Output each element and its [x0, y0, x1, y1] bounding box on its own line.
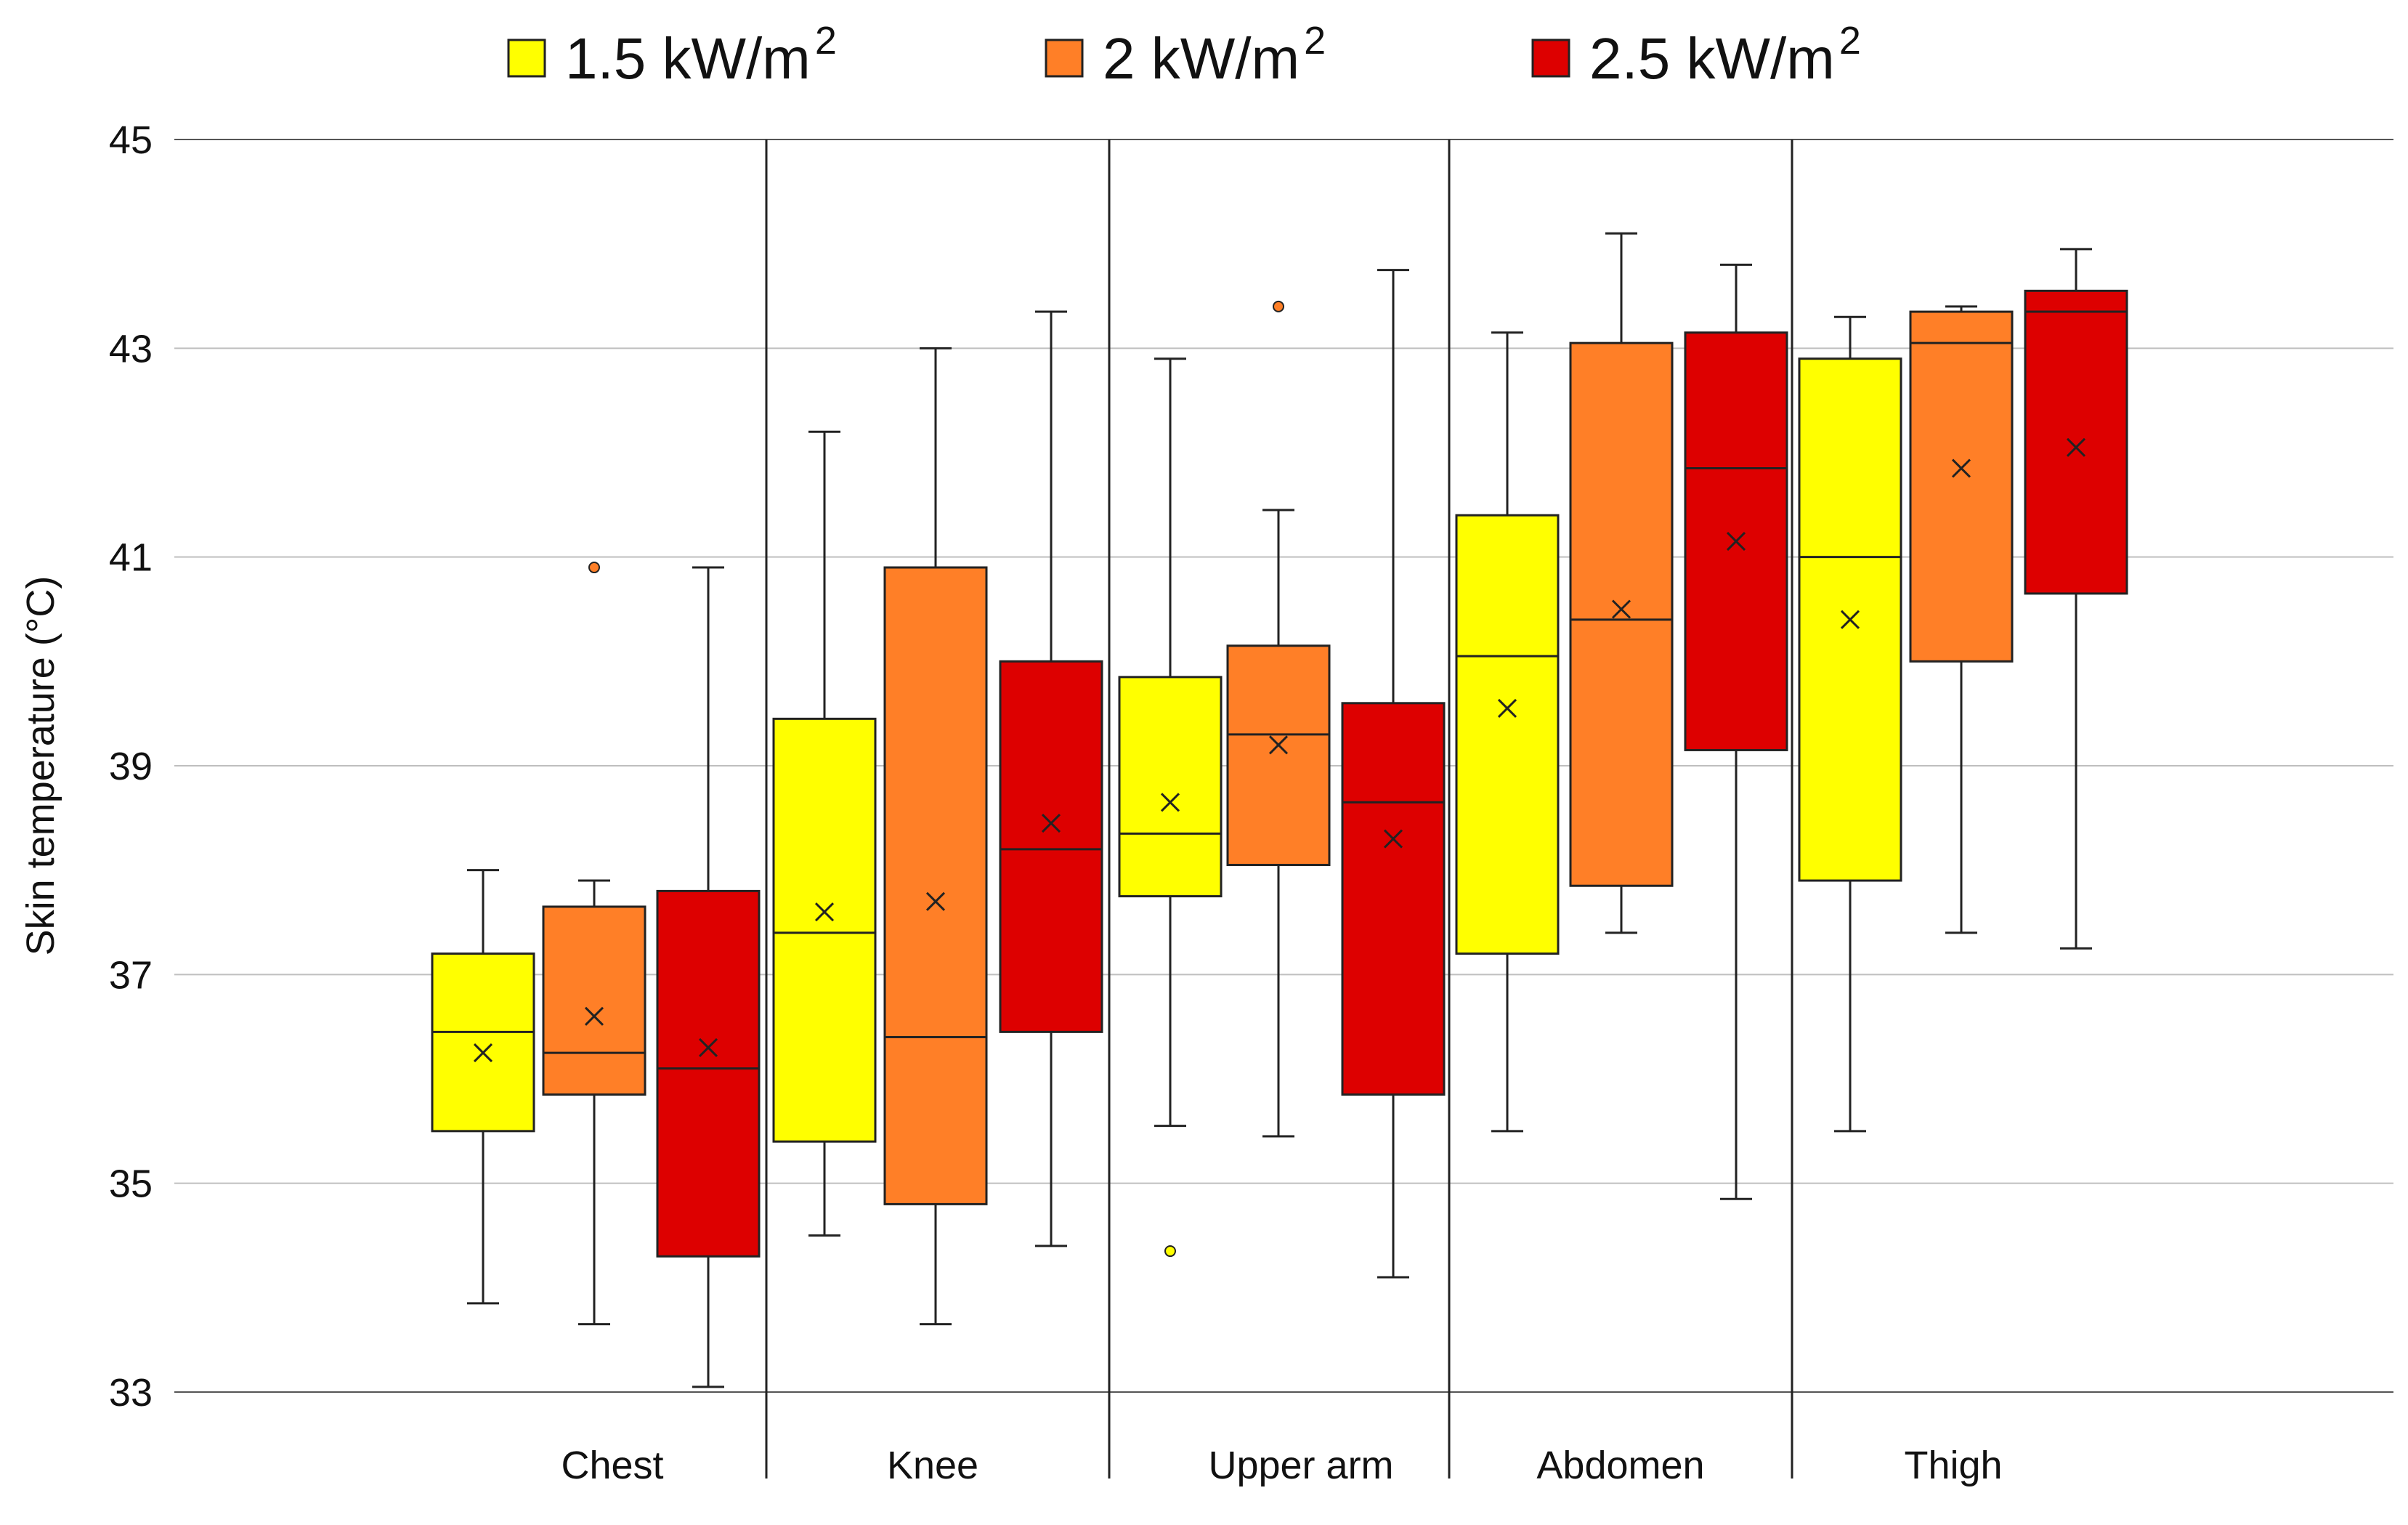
- box-iqr: [1226, 644, 1331, 866]
- legend-label-3: 2.5 kW/m 2: [1589, 19, 1861, 91]
- box-thigh-series-1: [1798, 315, 1902, 1133]
- category-label: Chest: [561, 1444, 663, 1487]
- box-iqr: [1909, 310, 2014, 663]
- legend-swatch-2: [1045, 39, 1084, 78]
- box-iqr: [1118, 676, 1223, 898]
- category-labels: Chest Knee Upper arm Abdomen Thigh: [561, 1444, 2002, 1487]
- y-tick-label: 39: [109, 745, 153, 788]
- legend-superscript: 2: [1839, 19, 1861, 62]
- box-chest-series-3: [656, 566, 761, 1388]
- category-label: Abdomen: [1536, 1444, 1704, 1487]
- mean-marker: [1497, 698, 1517, 719]
- mean-marker: [1268, 735, 1289, 755]
- mean-marker: [2066, 437, 2086, 457]
- box-knee-series-1: [772, 430, 877, 1237]
- legend-swatch-1: [507, 39, 546, 78]
- y-tick-label: 35: [109, 1162, 153, 1206]
- box-iqr: [883, 566, 988, 1205]
- box-knee-series-2: [883, 347, 988, 1326]
- box-chest-series-1: [431, 869, 535, 1305]
- mean-marker: [473, 1043, 493, 1063]
- y-tick-label: 33: [109, 1371, 153, 1415]
- outlier-point: [1273, 300, 1284, 312]
- box-chest-series-2: [542, 562, 646, 1326]
- box-upper-arm-series-1: [1118, 357, 1223, 1258]
- y-axis-title: Skin temperature (°C): [19, 576, 62, 956]
- box-iqr: [2024, 289, 2128, 595]
- mean-marker: [1951, 458, 1971, 478]
- box-iqr: [656, 889, 761, 1258]
- box-iqr: [1569, 341, 1674, 887]
- mean-marker: [1840, 610, 1860, 629]
- box-abdomen-series-3: [1684, 263, 1788, 1200]
- mean-marker: [584, 1006, 604, 1026]
- box-knee-series-3: [999, 310, 1103, 1247]
- y-tick-label: 43: [109, 327, 153, 371]
- mean-marker: [925, 891, 946, 911]
- legend-swatch-3: [1531, 39, 1570, 78]
- category-label: Upper arm: [1208, 1444, 1393, 1487]
- mean-marker: [1041, 813, 1061, 833]
- box-upper-arm-series-2: [1226, 300, 1331, 1138]
- box-iqr: [1455, 514, 1560, 955]
- outlier-point: [1164, 1245, 1176, 1258]
- mean-marker: [1160, 793, 1180, 812]
- box-iqr: [542, 905, 646, 1096]
- y-tick-labels: 33 35 37 39 41 43 45: [109, 118, 153, 1415]
- mean-marker: [814, 902, 835, 922]
- legend-superscript: 2: [1304, 19, 1326, 62]
- box-iqr: [999, 660, 1103, 1033]
- category-label: Knee: [887, 1444, 978, 1487]
- y-tick-label: 41: [109, 536, 153, 580]
- mean-marker: [1726, 532, 1746, 551]
- box-groups: [431, 232, 2128, 1388]
- legend-superscript: 2: [815, 19, 837, 62]
- mean-marker: [1383, 829, 1403, 849]
- box-thigh-series-2: [1909, 305, 2014, 934]
- legend-label-2: 2 kW/m 2: [1103, 19, 1326, 91]
- box-abdomen-series-2: [1569, 232, 1674, 934]
- box-iqr: [1341, 702, 1446, 1096]
- category-separators: [765, 139, 1793, 1479]
- outlier-point: [588, 562, 600, 574]
- box-thigh-series-3: [2024, 248, 2128, 950]
- box-iqr: [772, 717, 877, 1143]
- y-tick-label: 45: [109, 118, 153, 162]
- box-abdomen-series-1: [1455, 331, 1560, 1133]
- box-upper-arm-series-3: [1341, 269, 1446, 1279]
- box-iqr: [431, 952, 535, 1133]
- legend-label-1: 1.5 kW/m 2: [565, 19, 837, 91]
- mean-marker: [698, 1037, 718, 1057]
- mean-marker: [1611, 599, 1631, 619]
- legend: 1.5 kW/m 2 2 kW/m 2 2.5 kW/m 2: [507, 19, 1861, 91]
- y-tick-label: 37: [109, 953, 153, 997]
- category-label: Thigh: [1904, 1444, 2002, 1487]
